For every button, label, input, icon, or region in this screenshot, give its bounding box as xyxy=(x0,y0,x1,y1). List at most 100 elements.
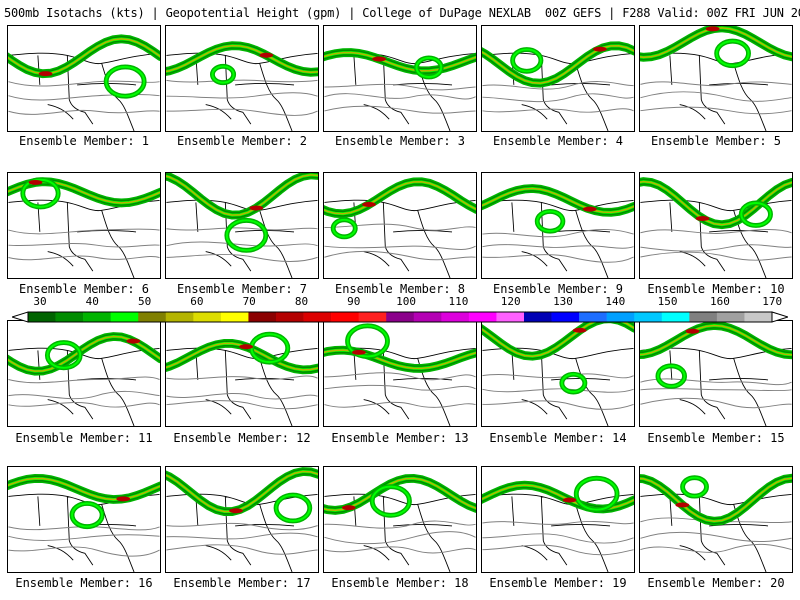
closed-low-isotach xyxy=(656,364,686,388)
height-contour xyxy=(640,378,792,386)
member-panel[interactable] xyxy=(639,25,793,132)
jet-core-max xyxy=(372,56,386,62)
height-contour xyxy=(166,227,318,231)
height-contour xyxy=(166,241,318,247)
height-contour xyxy=(166,544,318,555)
colorbar-tick-label: 150 xyxy=(657,295,678,308)
height-contour xyxy=(482,373,634,379)
colorbar-tick-label: 30 xyxy=(33,295,47,308)
member-caption: Ensemble Member: 15 xyxy=(647,431,785,445)
colorbar-swatch xyxy=(579,312,607,322)
colorbar-tick-label: 50 xyxy=(137,295,152,308)
closed-low-isotach xyxy=(225,219,267,252)
member-panel[interactable] xyxy=(323,320,477,427)
jet-isotach-band xyxy=(8,477,160,501)
colorbar-swatch xyxy=(716,312,745,322)
coastline-border xyxy=(8,347,160,426)
height-contour xyxy=(8,526,160,531)
member-map xyxy=(640,473,792,572)
member-panel[interactable] xyxy=(7,320,161,427)
height-contour xyxy=(8,80,160,87)
member-panel[interactable] xyxy=(639,320,793,427)
height-contour xyxy=(8,390,160,400)
height-contour xyxy=(324,372,476,381)
member-panel[interactable] xyxy=(481,25,635,132)
height-contour xyxy=(640,244,792,252)
member-caption: Ensemble Member: 14 xyxy=(489,431,627,445)
member-panel[interactable] xyxy=(7,466,161,573)
height-contour xyxy=(166,393,318,400)
jet-isotach-band xyxy=(482,187,634,214)
member-panel[interactable] xyxy=(481,466,635,573)
colorbar-tick-label: 170 xyxy=(762,295,783,308)
height-contour xyxy=(166,375,318,380)
height-contour xyxy=(8,376,160,384)
closed-low-isotach xyxy=(332,218,357,238)
member-caption: Ensemble Member: 4 xyxy=(492,134,624,148)
member-panel[interactable] xyxy=(165,25,319,132)
closed-low-isotach xyxy=(211,65,235,84)
height-contour xyxy=(324,105,476,114)
closed-low-isotach xyxy=(681,476,708,498)
jet-isotach-band xyxy=(640,180,792,226)
colorbar-swatch xyxy=(744,312,773,322)
member-panel[interactable] xyxy=(7,25,161,132)
coastline-border xyxy=(640,52,792,131)
colorbar-swatch xyxy=(193,312,222,322)
member-caption: Ensemble Member: 18 xyxy=(331,576,469,590)
colorbar-swatch xyxy=(83,312,111,322)
coastline-border xyxy=(640,493,792,572)
member-panel[interactable] xyxy=(165,320,319,427)
map-title: 500mb Isotachs (kts) | Geopotential Heig… xyxy=(4,6,531,20)
closed-low-isotach xyxy=(346,324,389,358)
height-contour xyxy=(8,255,160,261)
closed-low-isotach xyxy=(536,210,564,233)
colorbar-tick-label: 110 xyxy=(448,295,469,308)
member-panel[interactable] xyxy=(639,466,793,573)
member-panel[interactable] xyxy=(639,172,793,279)
colorbar-tick-label: 130 xyxy=(553,295,573,308)
jet-core-max xyxy=(341,505,356,511)
jet-core-max xyxy=(126,338,141,344)
jet-isotach-band xyxy=(324,51,476,72)
member-map xyxy=(482,184,634,278)
member-panel[interactable] xyxy=(323,25,477,132)
jet-core-max xyxy=(675,502,690,508)
jet-core-max xyxy=(116,496,131,502)
member-panel[interactable] xyxy=(481,320,635,427)
height-contour xyxy=(482,81,634,90)
height-contour xyxy=(482,533,634,544)
colorbar-swatch xyxy=(138,312,167,322)
member-map xyxy=(166,41,318,131)
member-panel[interactable] xyxy=(7,172,161,279)
jet-isotach-band xyxy=(640,324,792,356)
member-map xyxy=(482,41,634,131)
height-contour xyxy=(482,228,634,238)
member-caption: Ensemble Member: 13 xyxy=(331,431,469,445)
member-panel[interactable] xyxy=(165,466,319,573)
colorbar-swatch xyxy=(303,312,332,322)
jet-core-max xyxy=(695,216,710,221)
height-contour xyxy=(324,245,476,250)
height-contour xyxy=(166,79,318,83)
colorbar-swatch xyxy=(28,312,56,322)
member-map xyxy=(640,26,792,131)
member-panel[interactable] xyxy=(481,172,635,279)
model-run: 00Z GEFS | F288 Valid: 00Z FRI JUN 20 20… xyxy=(544,6,800,20)
closed-low-isotach xyxy=(575,477,619,511)
member-panel[interactable] xyxy=(323,466,477,573)
member-panel[interactable] xyxy=(323,172,477,279)
colorbar-swatch xyxy=(441,312,470,322)
colorbar-swatch xyxy=(661,312,690,322)
colorbar-svg xyxy=(10,311,790,323)
height-contour xyxy=(482,520,634,525)
member-panel[interactable] xyxy=(165,172,319,279)
jet-isotach-band xyxy=(640,477,792,523)
closed-low-isotach xyxy=(71,502,104,528)
colorbar-swatch xyxy=(55,312,84,322)
colorbar-swatch xyxy=(468,312,497,322)
height-contour xyxy=(640,251,792,261)
colorbar-swatch xyxy=(524,312,552,322)
closed-low-isotach xyxy=(371,485,411,517)
jet-isotach-band xyxy=(482,321,634,358)
